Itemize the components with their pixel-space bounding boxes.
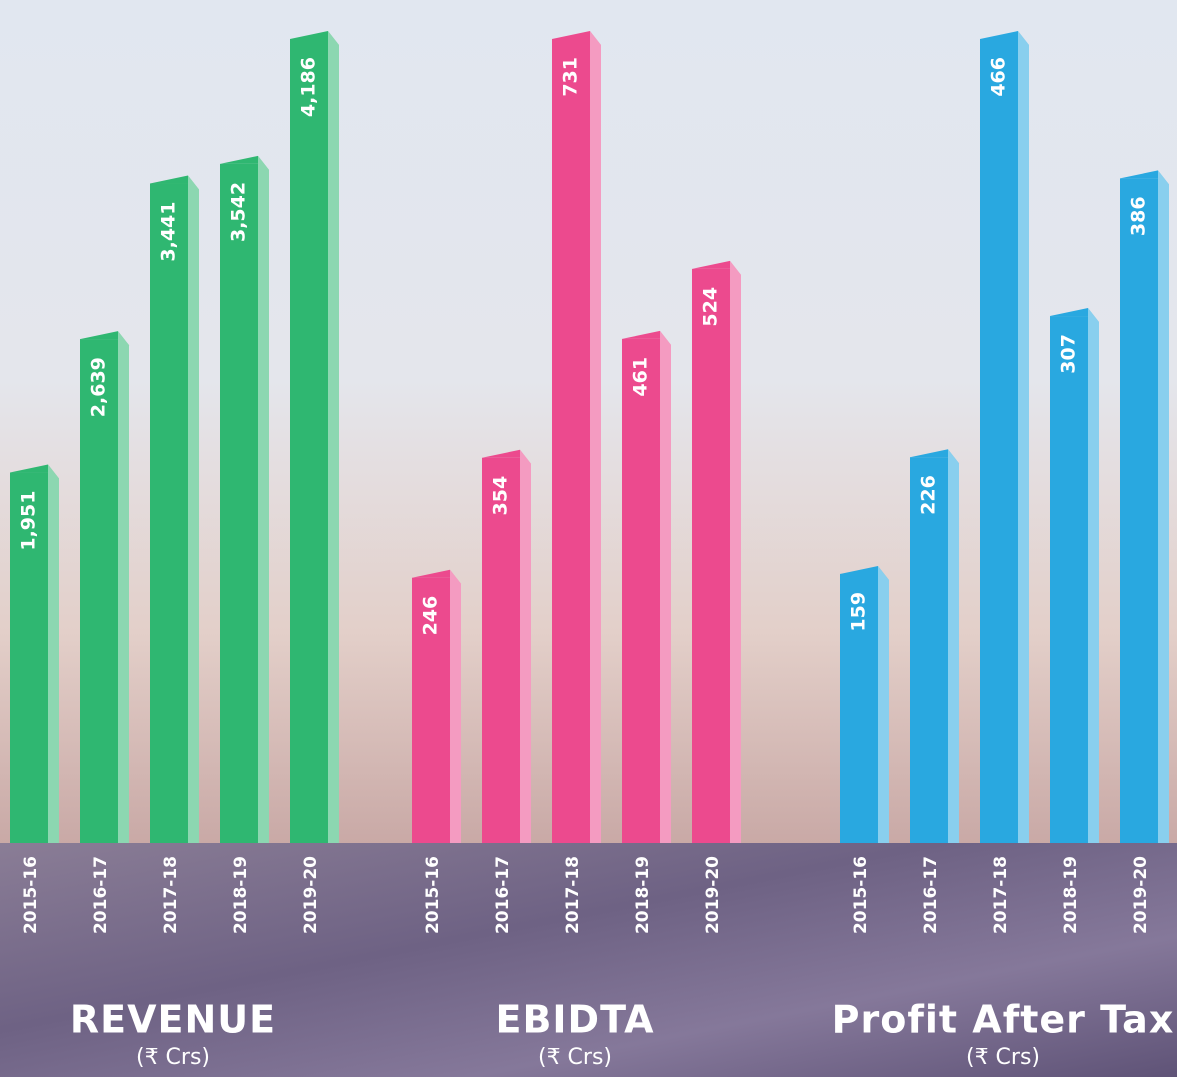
chart-subtitle: (₹ Crs): [538, 1045, 612, 1070]
value-label: 226: [918, 475, 940, 515]
category-label: 2017-18: [991, 856, 1011, 934]
bar-face: [622, 339, 660, 843]
value-label: 1,951: [18, 491, 40, 551]
bar-side-shade: [328, 31, 339, 843]
bar-side-shade: [48, 465, 59, 843]
category-label: 2015-16: [21, 856, 41, 934]
bar-side-shade: [1018, 31, 1029, 843]
infographic: 1,951 2015-16 2,639 2016-17 3,441 2017-18 3,54…: [0, 0, 1177, 1077]
value-label: 3,441: [158, 202, 180, 262]
bar-side-shade: [188, 176, 199, 843]
bar: [1120, 170, 1169, 843]
value-label: 731: [560, 57, 582, 97]
category-label: 2015-16: [851, 856, 871, 934]
bar-face: [290, 39, 328, 843]
bar-face: [1050, 316, 1088, 843]
bar-side-shade: [948, 449, 959, 843]
value-label: 307: [1058, 334, 1080, 374]
chart-subtitle: (₹ Crs): [136, 1045, 210, 1070]
bar-face: [692, 269, 730, 843]
bar-side-shade: [258, 156, 269, 843]
bar-face: [150, 184, 188, 843]
bar: [552, 31, 601, 843]
value-label: 466: [988, 57, 1010, 97]
value-label: 3,542: [228, 182, 250, 242]
chart-subtitle: (₹ Crs): [966, 1045, 1040, 1070]
category-label: 2018-19: [1061, 856, 1081, 934]
bar-side-shade: [660, 331, 671, 843]
category-label: 2016-17: [921, 856, 941, 934]
bar-side-shade: [450, 570, 461, 843]
bar-face: [552, 39, 590, 843]
chart-title: EBIDTA: [496, 998, 655, 1042]
category-label: 2019-20: [301, 856, 321, 934]
category-label: 2019-20: [1131, 856, 1151, 934]
bar-side-shade: [520, 450, 531, 843]
bar-face: [220, 164, 258, 843]
category-label: 2018-19: [231, 856, 251, 934]
category-label: 2015-16: [423, 856, 443, 934]
category-label: 2019-20: [703, 856, 723, 934]
bar-side-shade: [1088, 308, 1099, 843]
bar: [692, 261, 741, 843]
category-label: 2017-18: [161, 856, 181, 934]
value-label: 159: [848, 592, 870, 632]
category-label: 2016-17: [91, 856, 111, 934]
category-label: 2017-18: [563, 856, 583, 934]
bar-side-shade: [118, 331, 129, 843]
bar-face: [980, 39, 1018, 843]
value-label: 4,186: [298, 57, 320, 117]
value-label: 2,639: [88, 357, 110, 417]
bar: [220, 156, 269, 843]
value-label: 386: [1128, 196, 1150, 236]
bar-side-shade: [878, 566, 889, 843]
value-label: 354: [490, 476, 512, 516]
chart-title: Profit After Tax: [832, 998, 1175, 1042]
bar: [1050, 308, 1099, 843]
page: 1,951 2015-16 2,639 2016-17 3,441 2017-18 3,54…: [0, 0, 1177, 1077]
category-label: 2016-17: [493, 856, 513, 934]
chart-title: REVENUE: [70, 998, 276, 1042]
value-label: 461: [630, 357, 652, 397]
bar: [622, 331, 671, 843]
bar-side-shade: [730, 261, 741, 843]
bar: [150, 176, 199, 843]
bar: [290, 31, 339, 843]
bar-face: [1120, 178, 1158, 843]
value-label: 524: [700, 287, 722, 327]
bar-side-shade: [590, 31, 601, 843]
value-label: 246: [420, 596, 442, 636]
category-label: 2018-19: [633, 856, 653, 934]
bar-side-shade: [1158, 170, 1169, 843]
bar: [980, 31, 1029, 843]
